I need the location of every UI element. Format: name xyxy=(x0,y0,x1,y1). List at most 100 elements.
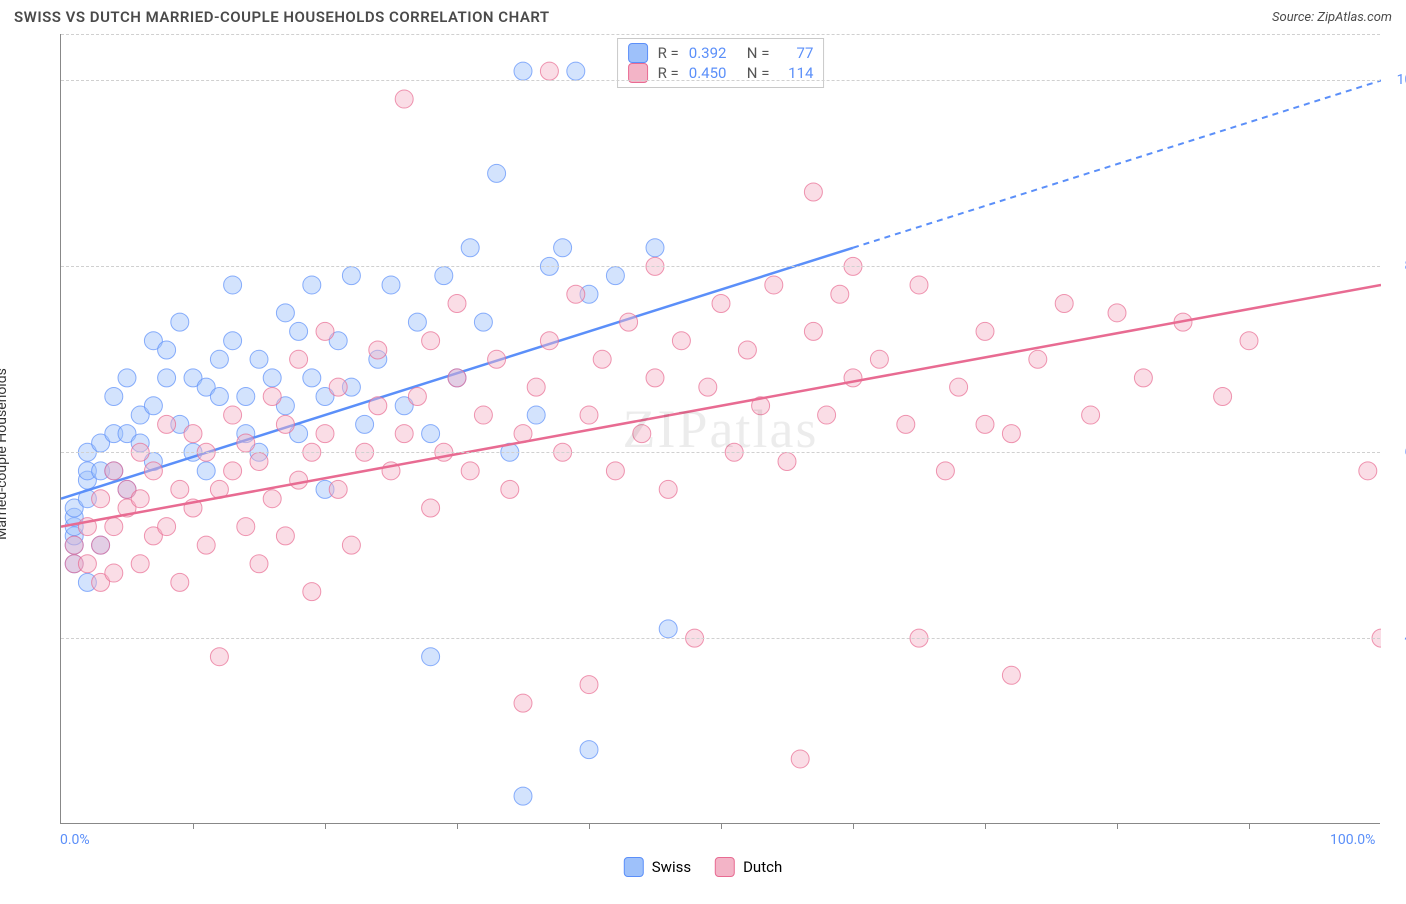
scatter-point xyxy=(580,406,598,424)
scatter-point xyxy=(1240,332,1258,350)
trend-line-dashed xyxy=(853,80,1381,247)
scatter-point xyxy=(804,183,822,201)
scatter-point xyxy=(1359,462,1377,480)
scatter-point xyxy=(580,741,598,759)
scatter-point xyxy=(474,406,492,424)
scatter-point xyxy=(329,480,347,498)
scatter-point xyxy=(408,387,426,405)
x-origin-label: 0.0% xyxy=(60,832,90,848)
legend-swatch xyxy=(624,857,644,877)
scatter-point xyxy=(699,378,717,396)
scatter-point xyxy=(184,425,202,443)
gridline xyxy=(61,266,1380,267)
scatter-point xyxy=(950,378,968,396)
scatter-point xyxy=(554,239,572,257)
scatter-point xyxy=(870,350,888,368)
scatter-point xyxy=(250,453,268,471)
scatter-point xyxy=(1002,666,1020,684)
scatter-point xyxy=(1108,304,1126,322)
scatter-point xyxy=(342,536,360,554)
scatter-point xyxy=(237,518,255,536)
scatter-point xyxy=(936,462,954,480)
scatter-point xyxy=(514,62,532,80)
scatter-point xyxy=(527,406,545,424)
scatter-point xyxy=(488,350,506,368)
stat-n-value: 114 xyxy=(779,64,813,82)
scatter-point xyxy=(303,276,321,294)
scatter-point xyxy=(765,276,783,294)
scatter-point xyxy=(197,462,215,480)
scatter-point xyxy=(422,648,440,666)
scatter-point xyxy=(540,332,558,350)
scatter-point xyxy=(646,239,664,257)
legend-swatch xyxy=(715,857,735,877)
stat-n-label: N = xyxy=(747,44,770,62)
scatter-point xyxy=(369,397,387,415)
scatter-point xyxy=(329,378,347,396)
scatter-point xyxy=(105,462,123,480)
stat-n-label: N = xyxy=(747,64,770,82)
scatter-point xyxy=(92,490,110,508)
trend-line xyxy=(61,285,1381,527)
scatter-point xyxy=(356,415,374,433)
scatter-point xyxy=(65,536,83,554)
scatter-point xyxy=(818,406,836,424)
scatter-point xyxy=(488,164,506,182)
scatter-point xyxy=(804,322,822,340)
y-axis-label: Married-couple Households xyxy=(0,368,10,540)
gridline xyxy=(61,452,1380,453)
scatter-point xyxy=(316,425,334,443)
scatter-point xyxy=(738,341,756,359)
scatter-point xyxy=(422,499,440,517)
scatter-point xyxy=(197,536,215,554)
scatter-point xyxy=(712,295,730,313)
scatter-point xyxy=(369,341,387,359)
scatter-point xyxy=(290,350,308,368)
stat-n-value: 77 xyxy=(779,44,813,62)
scatter-point xyxy=(1082,406,1100,424)
x-tick xyxy=(1117,823,1118,829)
scatter-point xyxy=(659,480,677,498)
chart-header: SWISS VS DUTCH MARRIED-COUPLE HOUSEHOLDS… xyxy=(0,0,1406,30)
scatter-point xyxy=(593,350,611,368)
scatter-point xyxy=(105,518,123,536)
x-tick xyxy=(1249,823,1250,829)
x-max-label: 100.0% xyxy=(1330,832,1375,848)
scatter-point xyxy=(976,415,994,433)
scatter-point xyxy=(474,313,492,331)
scatter-point xyxy=(171,573,189,591)
scatter-point xyxy=(144,462,162,480)
scatter-point xyxy=(567,285,585,303)
scatter-point xyxy=(210,648,228,666)
scatter-point xyxy=(224,332,242,350)
scatter-point xyxy=(78,555,96,573)
scatter-point xyxy=(910,276,928,294)
scatter-point xyxy=(580,676,598,694)
gridline xyxy=(61,34,1380,35)
scatter-point xyxy=(514,787,532,805)
scatter-point xyxy=(448,295,466,313)
scatter-point xyxy=(276,304,294,322)
x-tick xyxy=(193,823,194,829)
scatter-point xyxy=(606,462,624,480)
stat-r-label: R = xyxy=(658,64,679,82)
scatter-point xyxy=(1029,350,1047,368)
scatter-point xyxy=(633,425,651,443)
scatter-point xyxy=(567,62,585,80)
scatter-point xyxy=(461,462,479,480)
chart-title: SWISS VS DUTCH MARRIED-COUPLE HOUSEHOLDS… xyxy=(14,8,550,26)
scatter-point xyxy=(778,453,796,471)
scatter-point xyxy=(514,694,532,712)
scatter-point xyxy=(144,397,162,415)
scatter-point xyxy=(342,267,360,285)
scatter-point xyxy=(158,341,176,359)
scatter-point xyxy=(422,425,440,443)
gridline xyxy=(61,638,1380,639)
scatter-point xyxy=(250,350,268,368)
scatter-point xyxy=(435,267,453,285)
scatter-point xyxy=(118,369,136,387)
scatter-point xyxy=(158,369,176,387)
scatter-point xyxy=(263,387,281,405)
scatter-point xyxy=(395,425,413,443)
scatter-point xyxy=(831,285,849,303)
